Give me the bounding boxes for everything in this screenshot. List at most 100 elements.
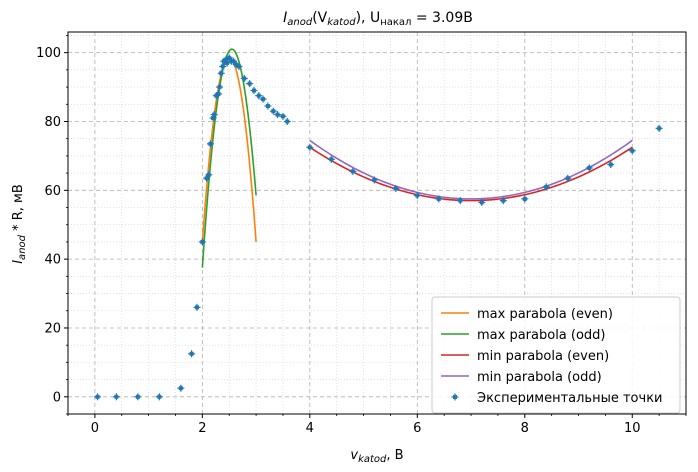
data-points bbox=[94, 54, 663, 401]
point-marker bbox=[415, 193, 420, 198]
data-point bbox=[264, 102, 272, 110]
point-marker bbox=[114, 394, 119, 399]
point-marker bbox=[251, 88, 256, 93]
title-var-sub: katod bbox=[327, 17, 356, 28]
title-main: I bbox=[283, 10, 287, 26]
point-marker bbox=[217, 85, 222, 90]
data-point bbox=[607, 160, 615, 168]
title-main-sub: anod bbox=[287, 17, 313, 28]
point-marker bbox=[242, 76, 247, 81]
point-marker bbox=[350, 169, 355, 174]
title-close: ), U bbox=[356, 10, 381, 26]
point-marker bbox=[565, 176, 570, 181]
data-point bbox=[306, 143, 314, 151]
point-marker bbox=[372, 177, 377, 182]
data-point bbox=[585, 164, 593, 172]
point-marker bbox=[265, 103, 270, 108]
data-point bbox=[435, 195, 443, 203]
data-point bbox=[216, 83, 224, 91]
point-marker bbox=[223, 57, 228, 62]
point-marker bbox=[630, 148, 635, 153]
point-marker bbox=[194, 305, 199, 310]
data-point bbox=[628, 147, 636, 155]
data-point bbox=[112, 393, 120, 401]
data-point bbox=[370, 176, 378, 184]
point-marker bbox=[275, 112, 280, 117]
data-point bbox=[279, 112, 287, 120]
ylabel-rest: * R, мВ bbox=[11, 184, 26, 235]
point-marker bbox=[657, 126, 662, 131]
point-marker bbox=[271, 109, 276, 114]
point-marker bbox=[247, 81, 252, 86]
data-point bbox=[193, 303, 201, 311]
x-tick-label: 8 bbox=[521, 421, 529, 436]
point-marker bbox=[261, 97, 266, 102]
xlabel-main: v bbox=[350, 448, 358, 463]
point-marker bbox=[393, 186, 398, 191]
y-tick-label: 0 bbox=[53, 390, 61, 405]
y-tick-label: 60 bbox=[44, 184, 61, 199]
x-tick-label: 0 bbox=[91, 421, 99, 436]
point-marker bbox=[135, 394, 140, 399]
data-point bbox=[134, 393, 142, 401]
data-point bbox=[327, 155, 335, 163]
point-marker bbox=[522, 196, 527, 201]
xlabel-sub: katod bbox=[358, 454, 387, 465]
point-marker bbox=[280, 114, 285, 119]
title-u-sub: накал bbox=[380, 17, 411, 28]
point-marker bbox=[216, 91, 221, 96]
legend-label-min-even: min parabola (even) bbox=[477, 349, 609, 364]
legend-label-points: Экспериментальные точки bbox=[477, 391, 663, 406]
point-marker bbox=[436, 196, 441, 201]
point-marker bbox=[220, 64, 225, 69]
point-marker bbox=[221, 59, 226, 64]
title-eq: = 3.09B bbox=[411, 10, 472, 26]
legend: max parabola (even) max parabola (odd) m… bbox=[431, 296, 681, 414]
point-marker bbox=[189, 351, 194, 356]
data-point bbox=[198, 238, 206, 246]
data-point bbox=[246, 80, 254, 88]
y-tick-label: 40 bbox=[44, 253, 61, 268]
point-marker bbox=[214, 93, 219, 98]
parabola-min-even bbox=[309, 146, 633, 202]
data-point bbox=[206, 140, 214, 148]
data-point bbox=[177, 384, 185, 392]
data-point bbox=[456, 197, 464, 205]
point-marker bbox=[234, 62, 239, 67]
chart-title: Ianod(Vkatod), Uнакал = 3.09B bbox=[283, 10, 473, 28]
point-marker bbox=[211, 116, 216, 121]
point-marker bbox=[204, 176, 209, 181]
point-marker bbox=[225, 60, 230, 65]
point-marker bbox=[329, 157, 334, 162]
xlabel-unit: , В bbox=[386, 448, 403, 463]
point-marker bbox=[256, 93, 261, 98]
data-point bbox=[94, 393, 102, 401]
data-point bbox=[235, 62, 243, 70]
point-marker bbox=[307, 145, 312, 150]
point-marker bbox=[453, 395, 457, 399]
data-point bbox=[210, 111, 218, 119]
data-point bbox=[255, 92, 263, 100]
plot-frame bbox=[67, 31, 687, 415]
point-marker bbox=[95, 394, 100, 399]
point-marker bbox=[219, 71, 224, 76]
x-tick-label: 2 bbox=[198, 421, 206, 436]
point-marker bbox=[200, 239, 205, 244]
x-tick-label: 4 bbox=[306, 421, 314, 436]
data-point bbox=[217, 69, 225, 77]
data-point bbox=[240, 74, 248, 82]
ylabel-sub: anod bbox=[17, 234, 28, 260]
point-marker bbox=[178, 386, 183, 391]
data-point bbox=[349, 167, 357, 175]
legend-label-max-even: max parabola (even) bbox=[477, 307, 613, 322]
data-point bbox=[499, 197, 507, 205]
point-marker bbox=[285, 119, 290, 124]
y-axis-label: Ianod * R, мВ bbox=[11, 184, 28, 264]
parabola-max-odd bbox=[201, 48, 257, 268]
legend-box bbox=[431, 296, 681, 414]
parabola-min-odd bbox=[309, 139, 633, 200]
point-marker bbox=[479, 200, 484, 205]
point-marker bbox=[458, 198, 463, 203]
x-tick-label: 6 bbox=[413, 421, 421, 436]
